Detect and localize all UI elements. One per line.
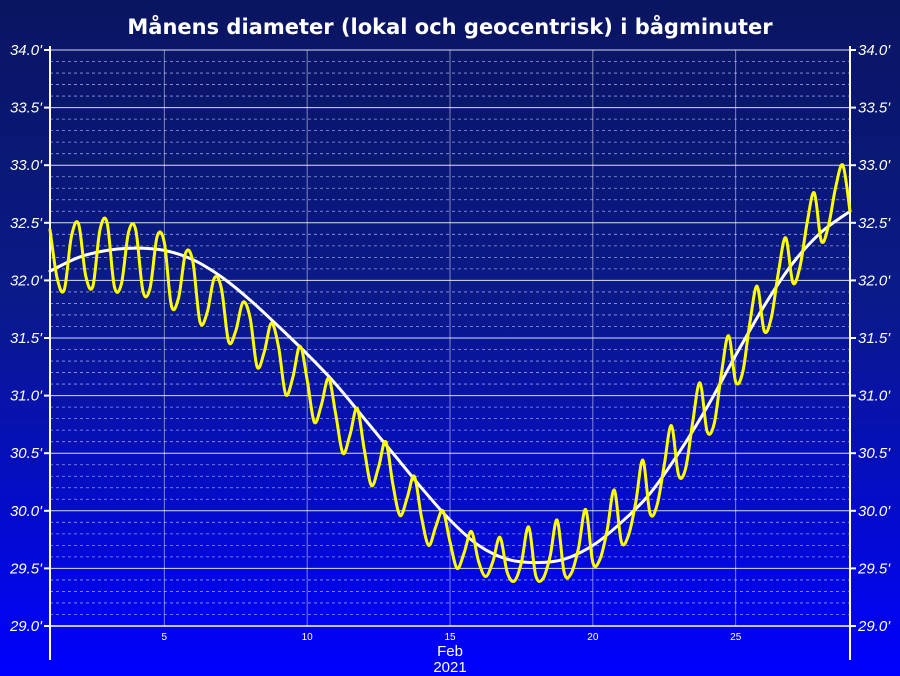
local-diameter-line xyxy=(48,163,852,583)
x-tick-label: 10 xyxy=(302,632,314,643)
x-year-label: 2021 xyxy=(433,659,466,676)
y-tick-label-left: 34.0' xyxy=(10,42,43,59)
y-tick-label-right: 32.5' xyxy=(858,215,891,232)
y-tick-label-left: 32.5' xyxy=(10,215,43,232)
y-tick-label-right: 29.0' xyxy=(857,618,891,635)
y-tick-label-left: 31.5' xyxy=(10,330,43,347)
y-tick-label-right: 30.5' xyxy=(858,445,891,462)
y-tick-label-left: 33.5' xyxy=(10,100,43,117)
x-tick-label: 15 xyxy=(444,632,456,643)
y-tick-label-left: 30.0' xyxy=(10,503,43,520)
x-tick-label: 25 xyxy=(730,632,742,643)
x-tick-label: 5 xyxy=(162,632,168,643)
x-month-label: Feb xyxy=(437,643,463,660)
axes: 29.0' 29.0' 29.5' 29.5' 30.0' 30.0' 30.5' 30.5'… xyxy=(9,42,891,660)
y-tick-label-left: 29.5' xyxy=(9,560,43,577)
y-tick-label-left: 30.5' xyxy=(10,445,43,462)
y-tick-label-right: 31.5' xyxy=(858,330,891,347)
y-tick-label-right: 33.0' xyxy=(858,157,891,174)
y-tick-label-right: 34.0' xyxy=(858,42,891,59)
y-tick-label-right: 32.0' xyxy=(858,272,891,289)
y-tick-label-left: 29.0' xyxy=(9,618,43,635)
y-tick-label-right: 30.0' xyxy=(858,503,891,520)
chart-title: Månens diameter (lokal och geocentrisk) … xyxy=(127,14,773,39)
y-tick-label-right: 33.5' xyxy=(858,100,891,117)
y-tick-label-right: 31.0' xyxy=(858,388,891,405)
grid xyxy=(50,49,850,627)
y-tick-label-left: 32.0' xyxy=(10,272,43,289)
y-tick-label-left: 31.0' xyxy=(10,388,43,405)
x-tick-label: 20 xyxy=(587,632,599,643)
series-group xyxy=(48,163,852,583)
y-tick-label-right: 29.5' xyxy=(857,560,891,577)
y-tick-label-left: 33.0' xyxy=(10,157,43,174)
